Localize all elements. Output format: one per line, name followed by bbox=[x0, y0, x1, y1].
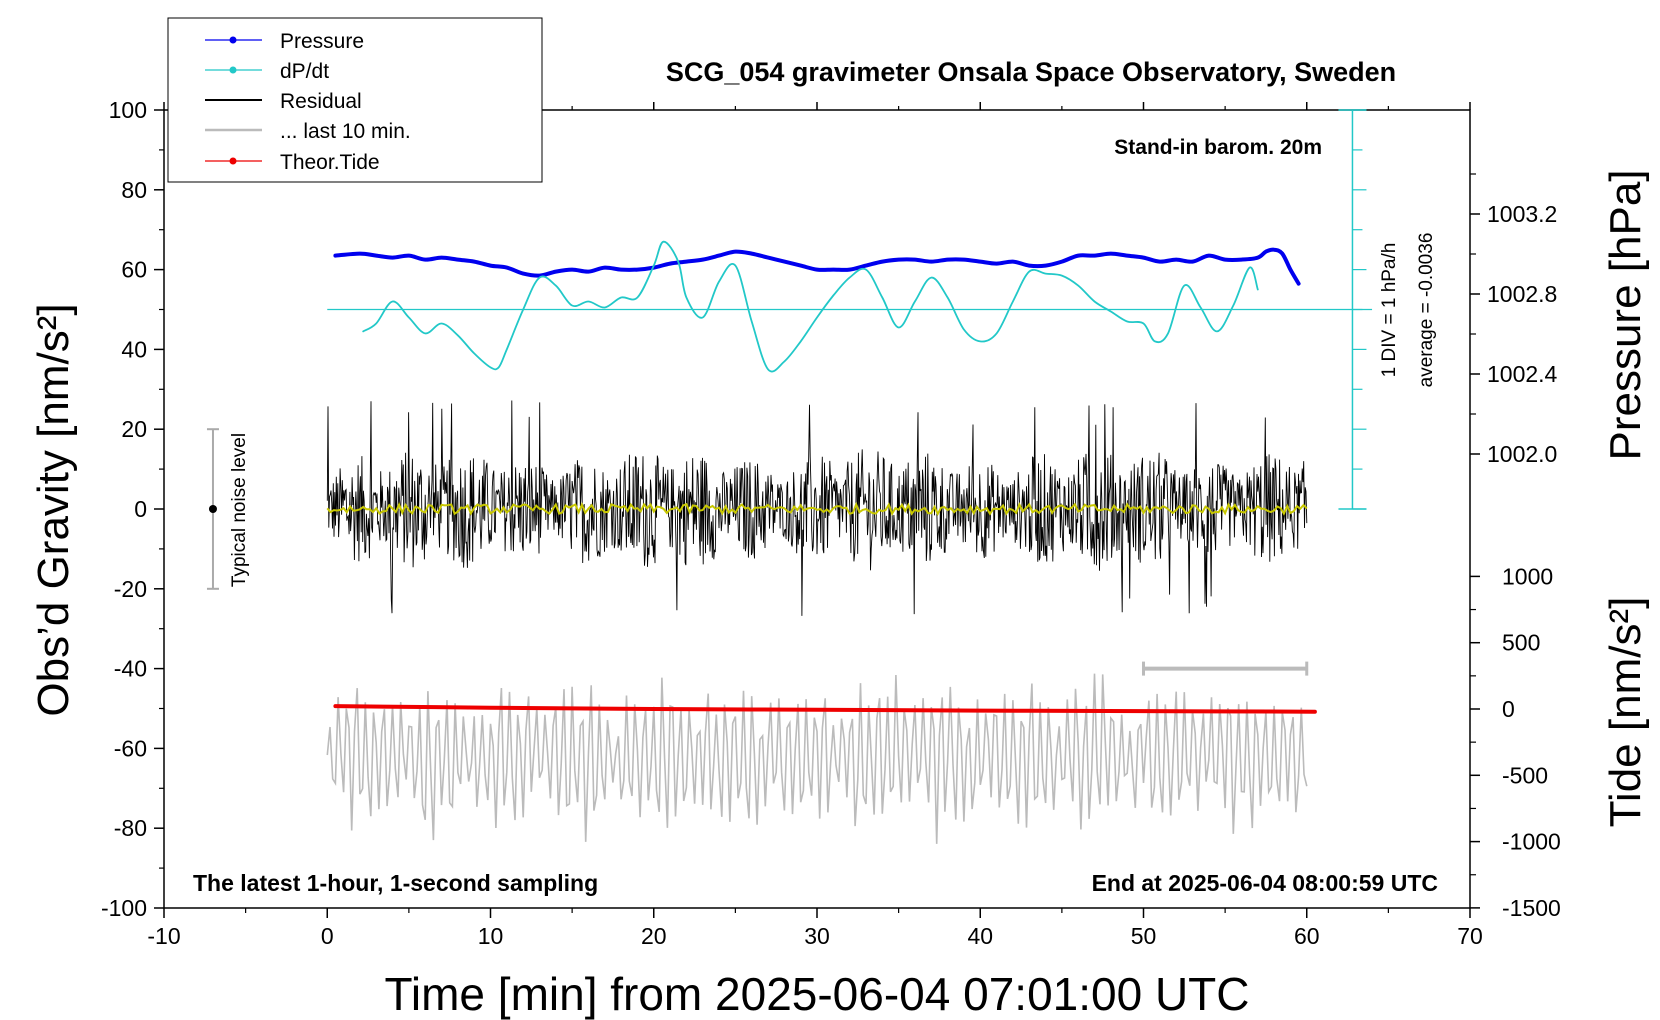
y-tick-label: 100 bbox=[109, 97, 147, 123]
legend-marker-dpdt bbox=[229, 66, 237, 74]
tide-tick-label: -1500 bbox=[1502, 895, 1561, 921]
tide-tick-label: -1000 bbox=[1502, 829, 1561, 855]
pressure-tick-label: 1002.8 bbox=[1487, 281, 1557, 307]
legend-item-last-10-min: ... last 10 min. bbox=[205, 120, 411, 143]
residual-series bbox=[326, 400, 1308, 616]
x-tick-label: 20 bbox=[641, 923, 667, 949]
legend-item-pressure: Pressure bbox=[205, 30, 364, 53]
y-tick-label: 40 bbox=[121, 336, 147, 362]
legend-marker-theor-tide bbox=[229, 157, 237, 165]
x-tick-label: 70 bbox=[1457, 923, 1483, 949]
tide-tick-label: -500 bbox=[1502, 762, 1548, 788]
tide-tick-label: 0 bbox=[1502, 696, 1515, 722]
y-tick-label: -40 bbox=[114, 656, 147, 682]
line-series-group bbox=[333, 240, 1317, 714]
y-tick-label: -80 bbox=[114, 815, 147, 841]
y-axis-label-pressure: Pressure [hPa] bbox=[1601, 169, 1650, 460]
x-tick-label: 10 bbox=[478, 923, 504, 949]
legend-item-residual: Residual bbox=[205, 90, 362, 113]
legend-marker-pressure bbox=[229, 36, 237, 44]
legend-label-theor-tide: Theor.Tide bbox=[280, 151, 380, 174]
y-axis-label-tide: Tide [nm/s²] bbox=[1601, 597, 1650, 828]
x-tick-label: 0 bbox=[321, 923, 334, 949]
y-tick-label: 20 bbox=[121, 416, 147, 442]
legend-label-last-10-min: ... last 10 min. bbox=[280, 120, 411, 143]
y-axis-label-left: Obs’d Gravity [nm/s²] bbox=[29, 303, 78, 716]
y-tick-label: 80 bbox=[121, 177, 147, 203]
x-tick-label: 50 bbox=[1131, 923, 1157, 949]
bottom-left-note: The latest 1-hour, 1-second sampling bbox=[193, 870, 598, 896]
legend-item-dpdt: dP/dt bbox=[205, 60, 329, 83]
y-tick-label: -20 bbox=[114, 576, 147, 602]
dpdt-scale-note: 1 DIV = 1 hPa/h bbox=[1379, 243, 1400, 378]
last-10-min-line bbox=[326, 673, 1308, 844]
noise-level-label: Typical noise level bbox=[229, 433, 250, 587]
dpdt-average-note: average = -0.0036 bbox=[1416, 233, 1437, 388]
series-line-pressure bbox=[333, 247, 1301, 286]
barometer-note: Stand-in barom. 20m bbox=[1114, 136, 1322, 159]
y-tick-label: -60 bbox=[114, 735, 147, 761]
last-10-min-series bbox=[326, 661, 1309, 844]
legend-item-theor-tide: Theor.Tide bbox=[205, 151, 380, 174]
tide-tick-label: 500 bbox=[1502, 630, 1540, 656]
chart-title: SCG_054 gravimeter Onsala Space Observat… bbox=[666, 57, 1396, 87]
bottom-right-note: End at 2025-06-04 08:00:59 UTC bbox=[1092, 870, 1438, 896]
legend-label-residual: Residual bbox=[280, 90, 362, 113]
legend-label-dpdt: dP/dt bbox=[280, 60, 329, 83]
axes: -10 0 10 20 30 40 50 60 70100806040200-20-40-60-… bbox=[101, 97, 1561, 949]
y-tick-label: 60 bbox=[121, 257, 147, 283]
pressure-tick-label: 1003.2 bbox=[1487, 201, 1557, 227]
pressure-tick-label: 1002.0 bbox=[1487, 441, 1557, 467]
smoothed-residual-line bbox=[326, 501, 1308, 517]
noise-bar-center bbox=[208, 505, 217, 513]
x-tick-label: -10 bbox=[147, 923, 180, 949]
x-tick-label: 60 bbox=[1294, 923, 1320, 949]
noise-level-bar bbox=[206, 428, 219, 590]
x-tick-label: 30 bbox=[804, 923, 830, 949]
legend-label-pressure: Pressure bbox=[280, 30, 364, 53]
pressure-tick-label: 1002.4 bbox=[1487, 361, 1558, 387]
pressure-axis bbox=[327, 109, 1373, 510]
y-tick-label: -100 bbox=[101, 895, 147, 921]
tide-tick-label: 1000 bbox=[1502, 563, 1553, 589]
x-axis-label: Time [min] from 2025-06-04 07:01:00 UTC bbox=[385, 968, 1250, 1020]
residual-line bbox=[326, 400, 1308, 616]
y-tick-label: 0 bbox=[134, 496, 147, 522]
legend: Pressure dP/dt Residual ... last 10 min.… bbox=[167, 17, 543, 183]
x-tick-label: 40 bbox=[967, 923, 993, 949]
